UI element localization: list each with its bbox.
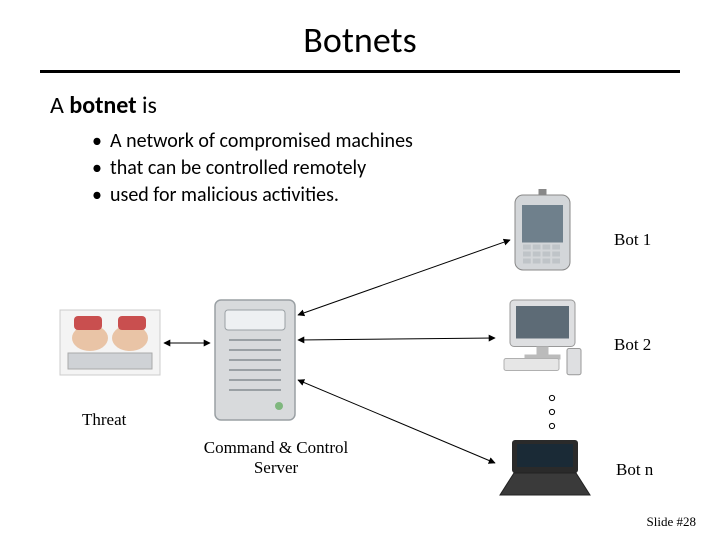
bullet-item: that can be controlled remotely: [92, 155, 720, 182]
botn-label: Bot n: [616, 460, 653, 480]
intro-line: A botnet is: [50, 91, 720, 120]
diagram-svg: [0, 0, 720, 540]
bullet-item: A network of compromised machines: [92, 128, 720, 155]
intro-bold: botnet: [69, 91, 136, 120]
slide-title: Botnets: [0, 0, 720, 70]
bot2-label: Bot 2: [614, 335, 651, 355]
bot1-label: Bot 1: [614, 230, 651, 250]
intro-suffix: is: [137, 91, 157, 120]
title-rule: [40, 70, 680, 73]
intro-prefix: A: [50, 91, 69, 120]
threat-label: Threat: [82, 410, 126, 430]
bullet-list: A network of compromised machines that c…: [92, 128, 720, 209]
bullet-item: used for malicious activities.: [92, 182, 720, 209]
server-label-line2: Server: [254, 458, 298, 477]
slide-number: Slide #28: [647, 514, 696, 530]
server-label-line1: Command & Control: [204, 438, 349, 457]
server-label: Command & Control Server: [196, 438, 356, 478]
